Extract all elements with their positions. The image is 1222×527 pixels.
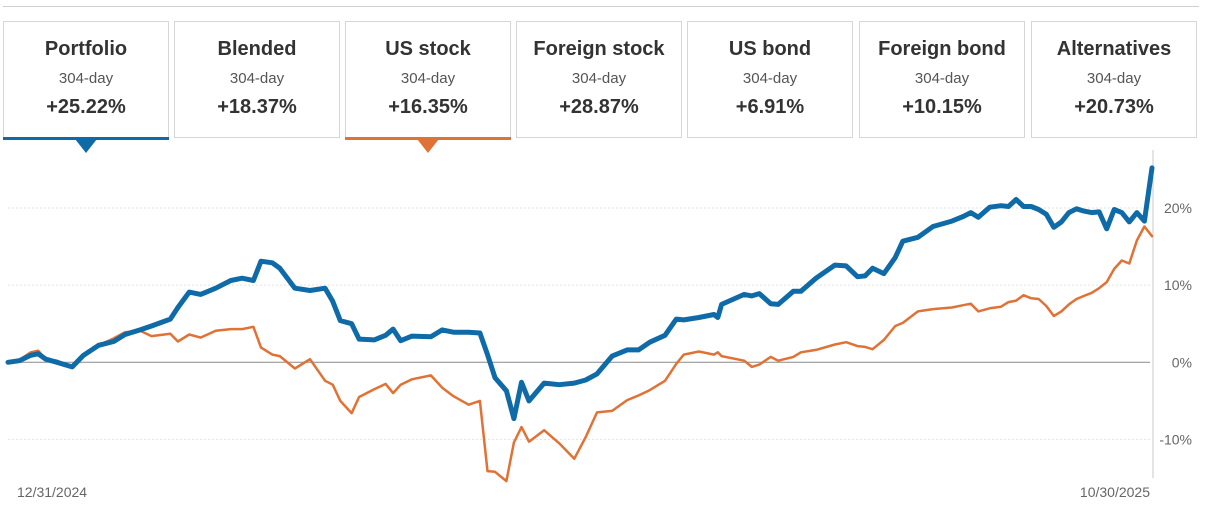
tab-title: US bond xyxy=(728,38,812,60)
tab-us-stock[interactable]: US stock 304-day +16.35% xyxy=(345,21,511,153)
tab-pointer-icon xyxy=(75,139,97,153)
y-tick-label: 20% xyxy=(1164,200,1192,216)
top-divider xyxy=(3,6,1199,7)
tab-foreign-bond[interactable]: Foreign bond 304-day +10.15% xyxy=(859,21,1025,138)
x-start-label: 12/31/2024 xyxy=(17,484,87,500)
tab-period: 304-day xyxy=(58,70,114,87)
tab-us-bond[interactable]: US bond 304-day +6.91% xyxy=(687,21,853,138)
tab-foreign-stock[interactable]: Foreign stock 304-day +28.87% xyxy=(516,21,682,138)
tab-period: 304-day xyxy=(742,70,798,87)
x-end-label: 10/30/2025 xyxy=(1080,484,1150,500)
y-tick-label: 0% xyxy=(1172,354,1192,370)
tab-return: +18.37% xyxy=(217,96,297,118)
tab-title: Portfolio xyxy=(44,38,128,60)
tab-period: 304-day xyxy=(229,70,285,87)
chart-axis-labels: 12/31/2024 10/30/2025 20% 10% 0% -10% xyxy=(17,200,1192,500)
tab-return: +10.15% xyxy=(902,96,982,118)
tab-return: +25.22% xyxy=(46,96,126,118)
tab-return: +20.73% xyxy=(1074,96,1154,118)
tab-alternatives[interactable]: Alternatives 304-day +20.73% xyxy=(1031,21,1197,138)
tab-pointer-icon xyxy=(417,139,439,153)
performance-line-chart: 12/31/2024 10/30/2025 20% 10% 0% -10% xyxy=(5,150,1192,500)
tab-period: 304-day xyxy=(914,70,970,87)
tab-selected-underline xyxy=(345,137,511,140)
tab-return: +6.91% xyxy=(735,96,805,118)
tab-title: Foreign bond xyxy=(878,38,1006,60)
tab-blended[interactable]: Blended 304-day +18.37% xyxy=(174,21,340,138)
y-tick-label: -10% xyxy=(1159,431,1192,447)
tab-period: 304-day xyxy=(571,70,627,87)
tab-period: 304-day xyxy=(1086,70,1142,87)
tab-title: Alternatives xyxy=(1056,38,1172,60)
tab-selected-underline xyxy=(3,137,169,140)
chart-gridlines xyxy=(8,150,1154,478)
tab-title: Blended xyxy=(217,38,297,60)
asset-class-tabs: Portfolio 304-day +25.22% Blended 304-da… xyxy=(3,21,1199,153)
y-tick-label: 10% xyxy=(1164,277,1192,293)
tab-title: Foreign stock xyxy=(533,38,665,60)
tab-period: 304-day xyxy=(400,70,456,87)
tab-title: US stock xyxy=(385,38,471,60)
series-line-us-stock[interactable] xyxy=(6,225,1154,483)
series-line-portfolio[interactable] xyxy=(5,165,1155,422)
tab-portfolio[interactable]: Portfolio 304-day +25.22% xyxy=(3,21,169,153)
chart-series xyxy=(5,165,1155,483)
tab-return: +28.87% xyxy=(559,96,639,118)
tab-return: +16.35% xyxy=(388,96,468,118)
